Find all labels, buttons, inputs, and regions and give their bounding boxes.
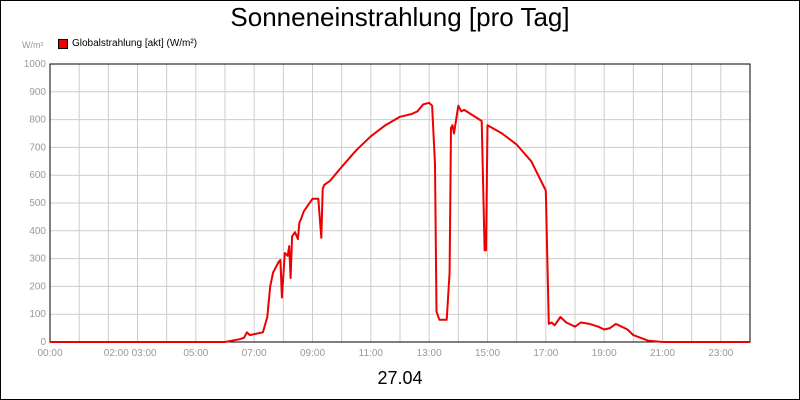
legend-series-label: Globalstrahlung [akt] (W/m²) [72,38,198,49]
x-tick-label: 17:00 [533,348,558,359]
x-tick-label: 15:00 [475,348,500,359]
y-tick-label: 400 [29,226,46,237]
y-tick-label: 100 [29,309,46,320]
y-tick-label: 1000 [24,59,47,70]
y-tick-label: 800 [29,115,46,126]
legend-swatch [58,38,68,49]
x-tick-label: 19:00 [592,348,617,359]
x-axis-date-label: 27.04 [377,368,423,388]
y-tick-label: 700 [29,142,46,153]
y-tick-label: 300 [29,254,46,265]
x-tick-label: 02:00 03:00 [104,348,157,359]
plot-area-border [49,63,751,343]
x-tick-label: 13:00 [417,348,442,359]
legend: Globalstrahlung [akt] (W/m²) [58,38,197,49]
x-tick-label: 21:00 [650,348,675,359]
y-tick-label: 0 [40,337,46,348]
y-axis-unit-label: W/m² [22,40,44,50]
chart-title: Sonneneinstrahlung [pro Tag] [230,2,570,32]
series-line-globalstrahlung [50,101,750,343]
y-tick-label: 900 [29,87,46,98]
x-tick-label: 07:00 [242,348,267,359]
y-tick-label: 200 [29,281,46,292]
x-tick-label: 11:00 [359,348,384,359]
x-tick-label: 00:00 [37,348,62,359]
y-tick-label: 600 [29,170,46,181]
x-tick-label: 05:00 [183,348,208,359]
y-tick-label: 500 [29,198,46,209]
x-tick-label: 09:00 [300,348,325,359]
x-tick-label: 23:00 [708,348,733,359]
